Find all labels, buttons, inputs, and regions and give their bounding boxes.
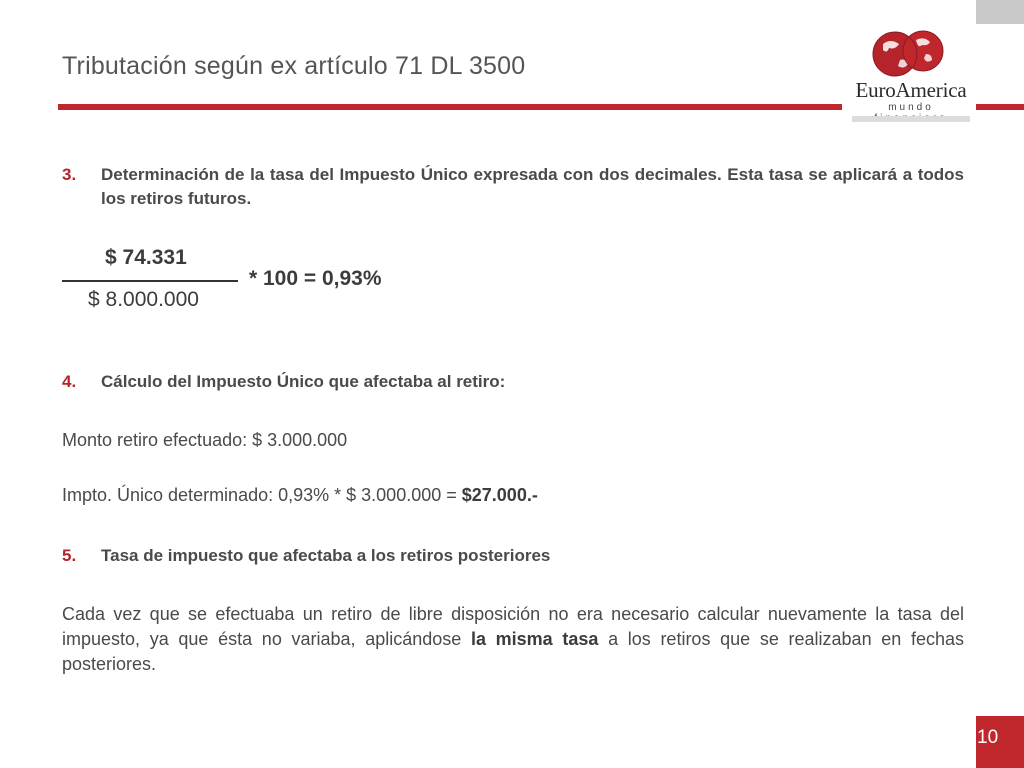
- impuesto-determinado: Impto. Único determinado: 0,93% * $ 3.00…: [62, 483, 964, 508]
- closing-paragraph: Cada vez que se efectuaba un retiro de l…: [62, 602, 964, 677]
- logo-name: EuroAmerica: [855, 78, 967, 102]
- closing-text-2: a los retiros que se realizaban en fecha…: [62, 629, 964, 674]
- list-item-text: Cálculo del Impuesto Único que afectaba …: [101, 372, 506, 391]
- globe-icon: [872, 30, 944, 77]
- list-item-5: 5. Tasa de impuesto que afectaba a los r…: [62, 544, 964, 568]
- monto-retiro: Monto retiro efectuado: $ 3.000.000: [62, 430, 348, 450]
- list-item-3: 3. Determinación de la tasa del Impuesto…: [62, 163, 964, 211]
- impuesto-label: Impto. Único determinado: 0,93% * $ 3.00…: [62, 485, 462, 505]
- list-item-number: 3.: [62, 165, 77, 184]
- formula-result: * 100 = 0,93%: [249, 267, 382, 290]
- formula-denominator: $ 8.000.000: [88, 288, 199, 311]
- logo-bar: [852, 116, 970, 122]
- fraction-line: [62, 280, 238, 282]
- title-rule-right: [976, 104, 1024, 110]
- closing-text-1: Cada vez que se efectuaba un retiro de l…: [62, 604, 964, 649]
- list-item-number: 4.: [62, 372, 77, 391]
- list-item-text: Determinación de la tasa del Impuesto Ún…: [101, 165, 964, 208]
- page-number: 10: [977, 727, 999, 748]
- euroamerica-logo: EuroAmerica mundo financiero: [848, 28, 972, 124]
- list-item-4: 4. Cálculo del Impuesto Único que afecta…: [62, 370, 964, 394]
- formula-numerator: $ 74.331: [105, 246, 187, 269]
- list-item-number: 5.: [62, 546, 77, 565]
- list-item-text: Tasa de impuesto que afectaba a los reti…: [101, 546, 551, 565]
- title-rule: [58, 104, 842, 110]
- impuesto-value: $27.000.-: [461, 485, 538, 505]
- page-number-badge: 10: [976, 716, 1024, 768]
- corner-tab: [976, 0, 1024, 24]
- page-title: Tributación según ex artículo 71 DL 3500: [62, 52, 526, 80]
- closing-bold: la misma tasa: [470, 629, 599, 649]
